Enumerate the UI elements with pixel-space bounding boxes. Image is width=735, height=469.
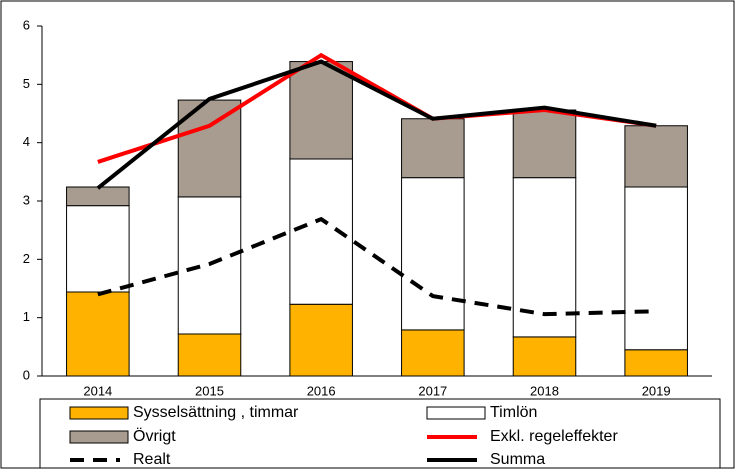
bar-segment [289, 158, 353, 305]
legend-swatch [69, 406, 129, 420]
y-tick-label: 4 [23, 134, 30, 149]
x-tick-label: 2014 [83, 383, 112, 398]
bar-segment [289, 303, 353, 377]
legend-label: Realt [133, 451, 171, 468]
bar-segment [624, 125, 688, 188]
x-tick-label: 2018 [530, 383, 559, 398]
x-tick-label: 2017 [418, 383, 447, 398]
y-tick-label: 6 [23, 17, 30, 32]
bar-segment [177, 333, 242, 377]
bar-segment [401, 118, 465, 179]
bar-segment [624, 186, 688, 351]
bar-segment [512, 109, 577, 179]
bar-segment [66, 205, 130, 293]
legend-label: Timlön [490, 404, 537, 421]
legend-swatch [69, 430, 129, 444]
bar-segment [289, 61, 353, 160]
legend-box [39, 398, 721, 469]
legend-label: Övrigt [133, 427, 176, 445]
bar-segment [624, 349, 688, 377]
line-series [97, 216, 657, 317]
y-tick-label: 3 [23, 192, 30, 207]
legend-label: Exkl. regeleffekter [490, 428, 618, 445]
legend-label: Sysselsättning , timmar [133, 404, 299, 421]
legend-label: Summa [490, 451, 545, 468]
bar-segment [66, 186, 130, 207]
legend-swatch [426, 406, 486, 420]
y-tick-label: 1 [23, 309, 30, 324]
x-tick-label: 2016 [307, 383, 336, 398]
bar-segment [401, 177, 465, 331]
y-tick-label: 5 [23, 76, 30, 91]
y-tick-label: 2 [23, 251, 30, 266]
line-series [96, 59, 657, 190]
bar-segment [512, 336, 577, 377]
bar-segment [401, 329, 465, 377]
x-tick-label: 2015 [195, 383, 224, 398]
y-tick-label: 0 [23, 367, 30, 382]
x-tick-label: 2019 [642, 383, 671, 398]
bar-segment [66, 291, 130, 377]
